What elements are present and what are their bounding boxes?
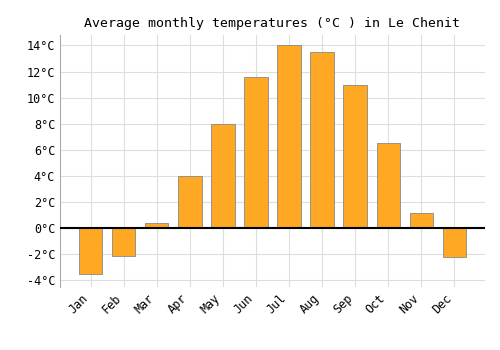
- Bar: [442, 228, 466, 257]
- Bar: [212, 124, 234, 228]
- Bar: [410, 212, 432, 228]
- Bar: [146, 223, 169, 228]
- Bar: [376, 144, 400, 228]
- Title: Average monthly temperatures (°C ) in Le Chenit: Average monthly temperatures (°C ) in Le…: [84, 17, 460, 30]
- Bar: [344, 85, 366, 228]
- Bar: [244, 77, 268, 228]
- Bar: [278, 46, 300, 228]
- Bar: [80, 228, 102, 274]
- Bar: [112, 228, 136, 256]
- Bar: [178, 176, 202, 228]
- Bar: [310, 52, 334, 228]
